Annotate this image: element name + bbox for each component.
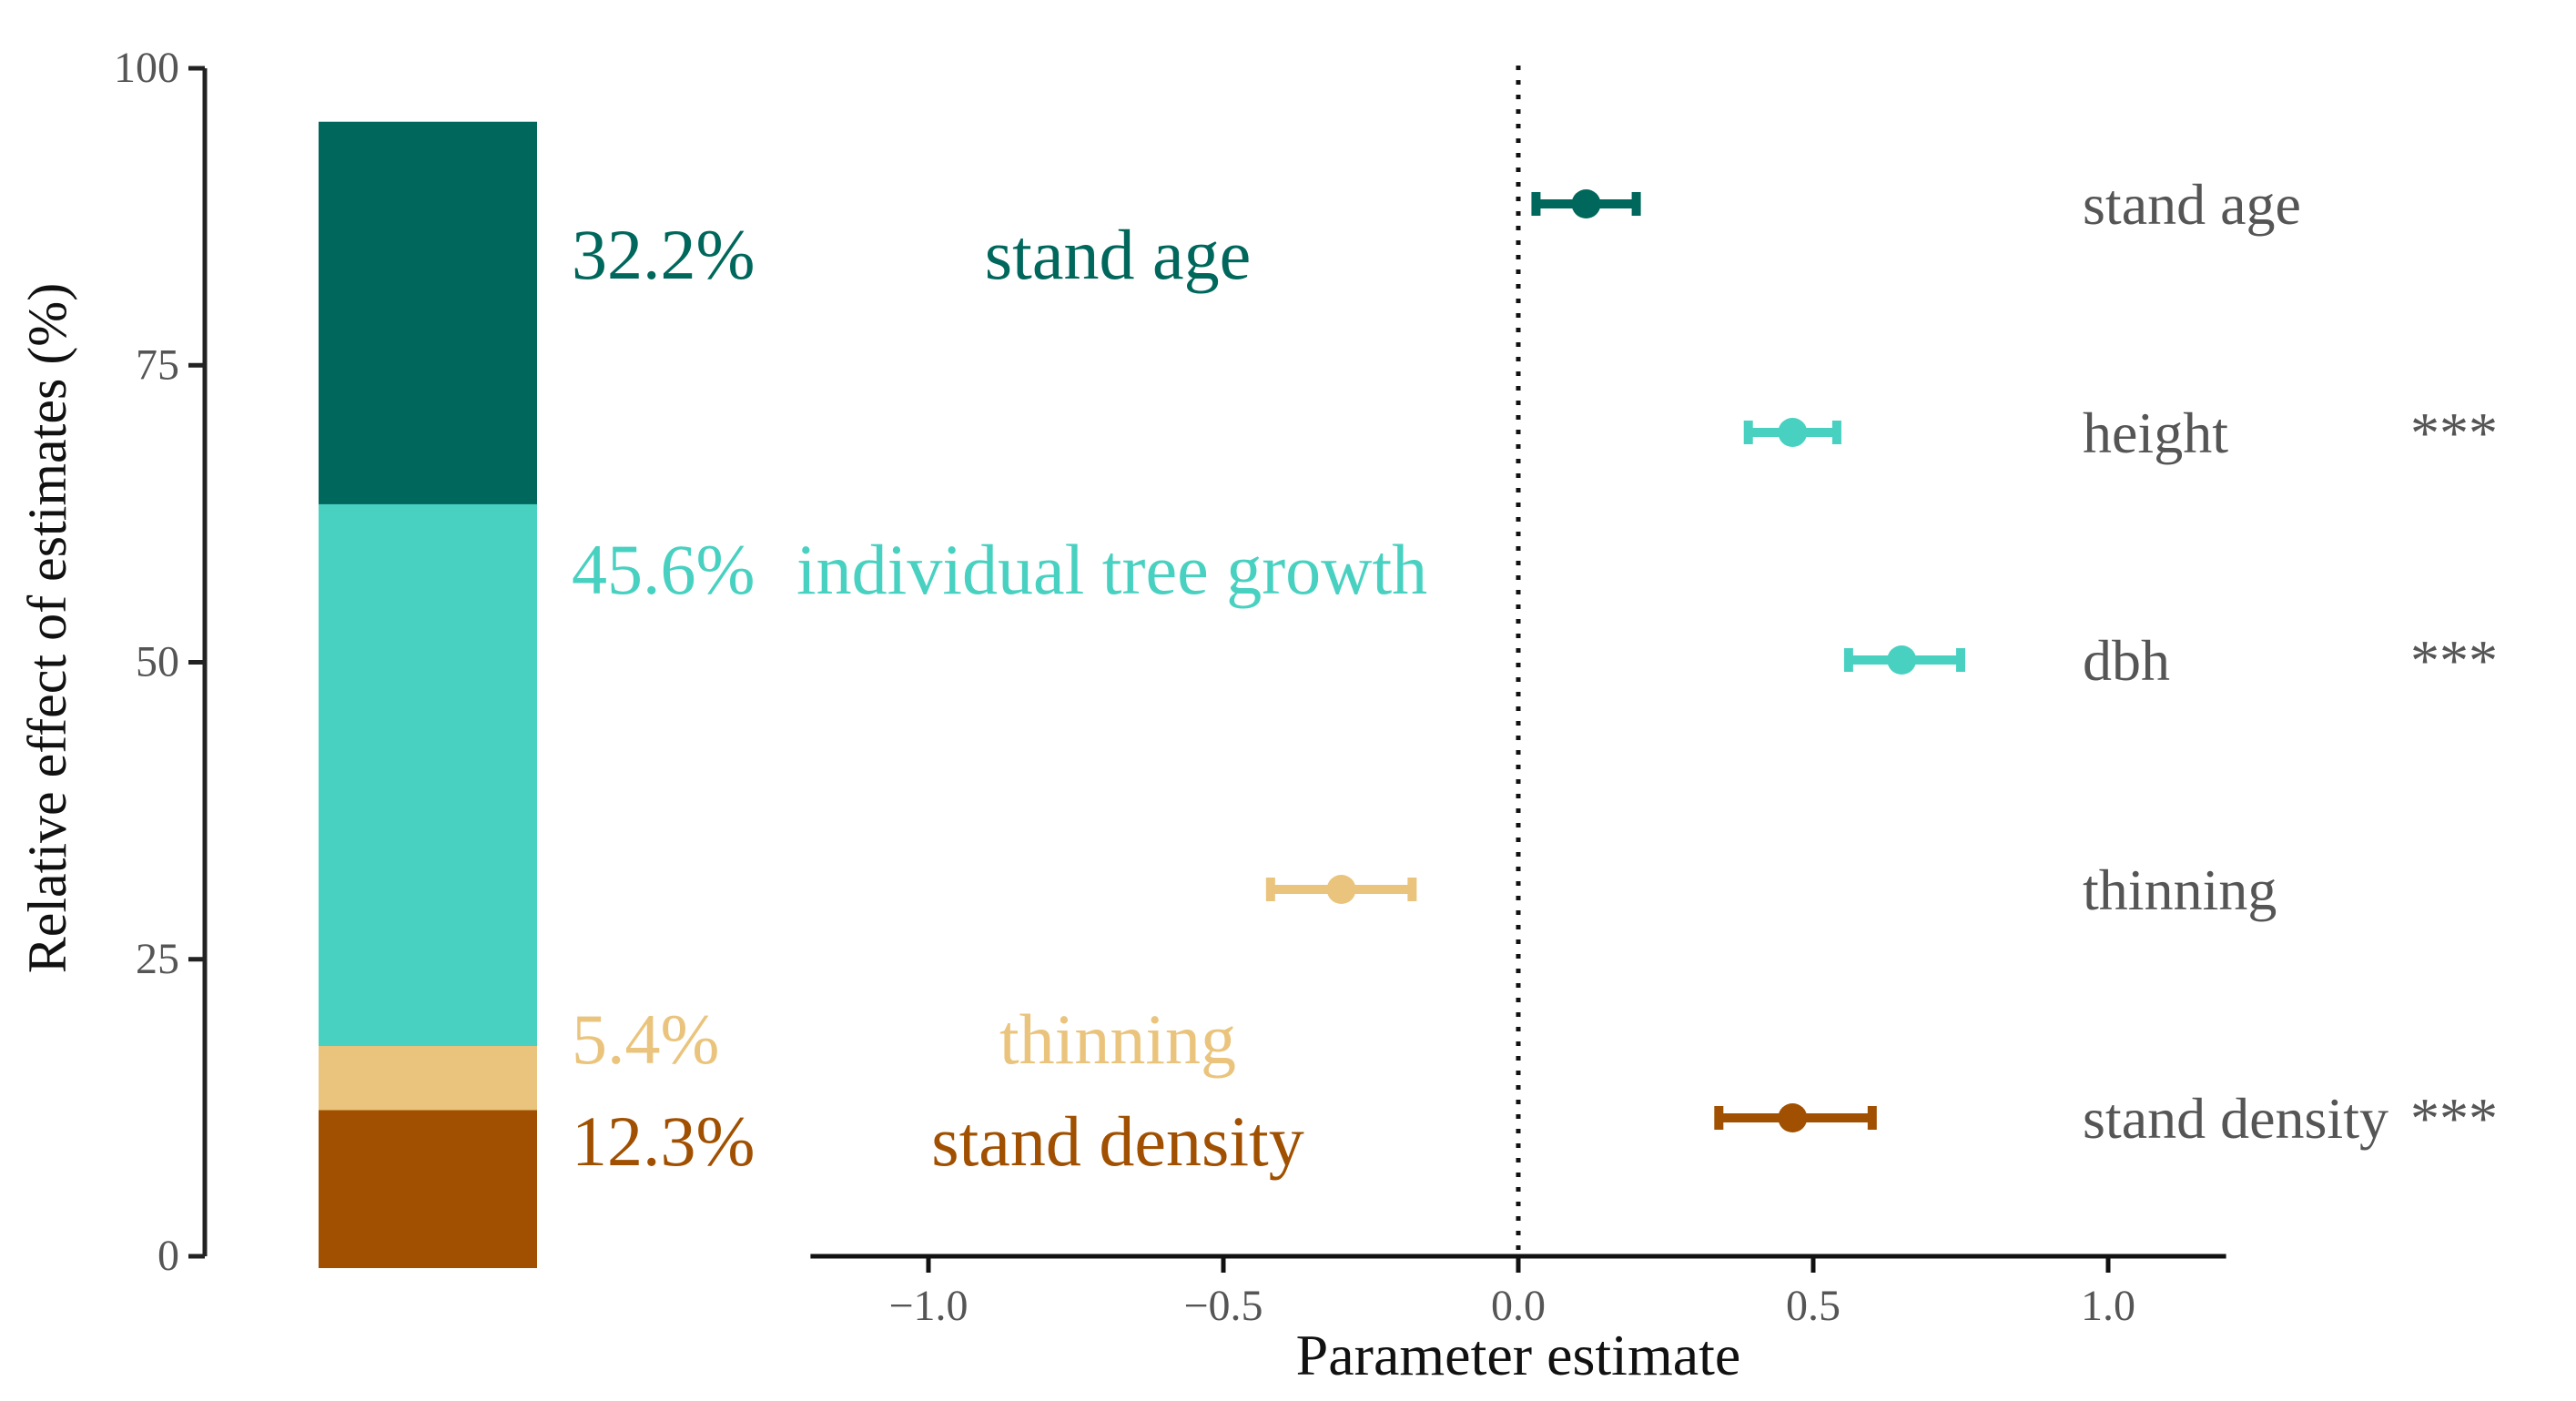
y-tick-label: 0 (157, 1232, 179, 1280)
x-tick-label: −1.0 (888, 1282, 968, 1330)
relative-effect-panel: 0 25 50 75 100 Relative effect of estimates … (17, 44, 1427, 1280)
coef-height (1743, 418, 1841, 447)
bar-segment-stand-age (319, 121, 537, 504)
significance-marker: *** (2410, 401, 2498, 465)
coef-thinning (1265, 875, 1417, 904)
estimate-point (1571, 189, 1601, 218)
x-tick-label: 0.5 (1786, 1282, 1841, 1330)
segment-name-individual-tree-growth: individual tree growth (796, 530, 1427, 609)
segment-name-thinning: thinning (999, 1000, 1236, 1079)
y-tick-label: 100 (114, 44, 179, 92)
significance-marker: *** (2410, 1086, 2498, 1151)
estimate-point (1887, 645, 1917, 675)
segment-name-stand-density: stand density (931, 1102, 1303, 1181)
coefficient-points (1265, 189, 1965, 1132)
x-tick-label: −0.5 (1183, 1282, 1263, 1330)
variable-label-height: height (2083, 401, 2228, 465)
significance-marker: *** (2410, 628, 2498, 693)
coefficient-panel: −1.0 −0.5 0.0 0.5 1.0 Parameter estimate sta… (810, 66, 2498, 1387)
bar-segment-thinning (319, 1046, 537, 1111)
estimate-point (1326, 875, 1356, 904)
y-tick-label: 50 (136, 638, 179, 686)
segment-name-stand-age: stand age (985, 215, 1251, 294)
coef-dbh (1843, 645, 1965, 675)
variable-labels: stand age height *** dbh *** thinning stand de… (2083, 172, 2498, 1151)
coef-stand-age (1531, 189, 1641, 218)
x-tick-label: 1.0 (2081, 1282, 2135, 1330)
segment-percent-thinning: 5.4% (572, 1000, 719, 1079)
variable-label-stand-age: stand age (2083, 172, 2301, 237)
estimate-point (1778, 1103, 1808, 1132)
stacked-bar (319, 121, 537, 1268)
y-axis-ticks: 0 25 50 75 100 (114, 44, 205, 1280)
bar-segment-individual-tree-growth (319, 503, 537, 1047)
y-tick-label: 75 (136, 340, 179, 389)
coef-stand-density (1714, 1103, 1877, 1132)
variable-label-thinning: thinning (2083, 858, 2277, 922)
segment-percent-stand-age: 32.2% (572, 215, 755, 294)
segment-percent-individual-tree-growth: 45.6% (572, 530, 755, 609)
bar-segment-stand-density (319, 1110, 537, 1256)
bar-segment-base (319, 1255, 537, 1268)
y-tick-label: 25 (136, 935, 179, 983)
estimate-point (1778, 418, 1808, 447)
x-tick-label: 0.0 (1491, 1282, 1546, 1330)
variable-label-stand-density: stand density (2083, 1086, 2388, 1151)
segment-labels: 12.3% stand density 5.4% thinning 45.6% indiv… (572, 215, 1427, 1181)
y-axis-title: Relative effect of estimates (%) (17, 283, 77, 974)
x-axis-ticks: −1.0 −0.5 0.0 0.5 1.0 (888, 1256, 2135, 1330)
segment-percent-stand-density: 12.3% (572, 1102, 755, 1181)
variable-label-dbh: dbh (2083, 628, 2170, 693)
x-axis-title: Parameter estimate (1296, 1323, 1741, 1387)
